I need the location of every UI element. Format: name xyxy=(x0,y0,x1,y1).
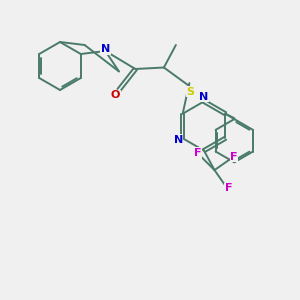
Text: F: F xyxy=(225,183,232,193)
Text: F: F xyxy=(194,148,201,158)
Text: N: N xyxy=(101,44,110,55)
Text: N: N xyxy=(200,92,208,102)
Text: S: S xyxy=(186,86,194,97)
Text: F: F xyxy=(230,152,238,162)
Text: O: O xyxy=(111,90,120,100)
Text: N: N xyxy=(174,135,183,145)
